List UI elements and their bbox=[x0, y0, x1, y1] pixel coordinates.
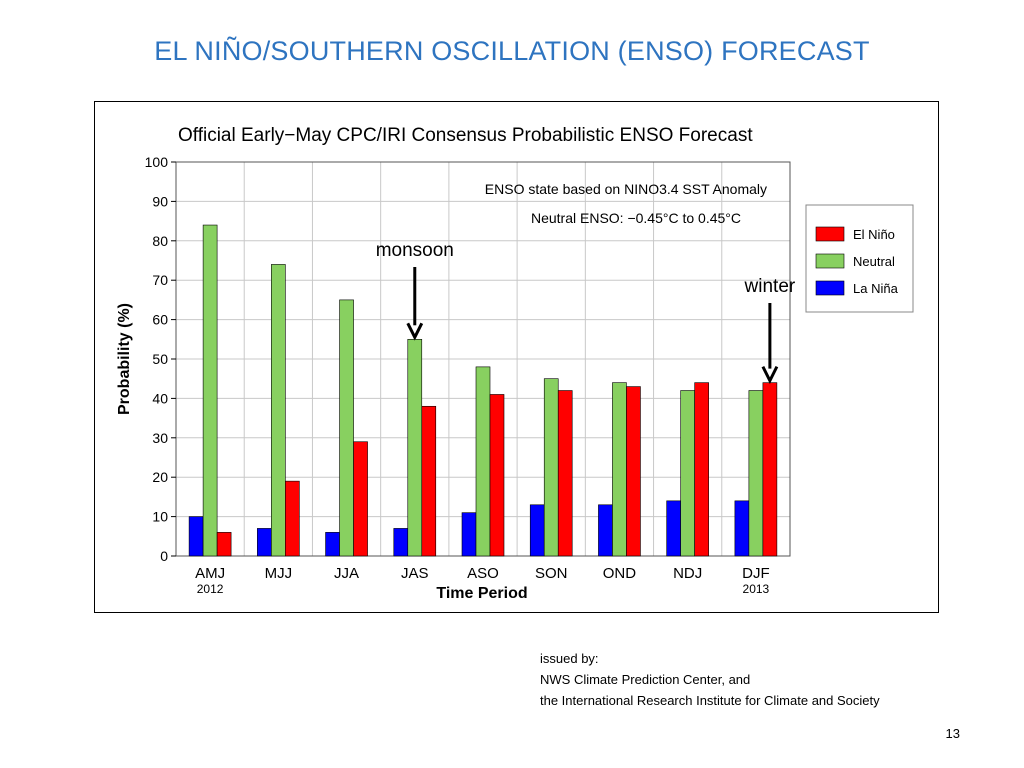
annotation-arrow-head bbox=[761, 365, 779, 384]
x-tick-label: OND bbox=[603, 565, 637, 582]
x-tick-label: ASO bbox=[467, 565, 499, 582]
bar-el-ni-o-amj bbox=[216, 532, 232, 557]
x-tick-label: JAS bbox=[401, 565, 429, 582]
y-tick-label: 20 bbox=[152, 469, 168, 485]
x-tick-sublabel: 2012 bbox=[197, 582, 224, 596]
x-tick-sublabel: 2013 bbox=[743, 582, 770, 596]
slide-title: EL NIÑO/SOUTHERN OSCILLATION (ENSO) FORE… bbox=[154, 36, 870, 66]
bar-la-ni-a-son bbox=[529, 504, 545, 557]
bar-neutral-djf bbox=[748, 390, 764, 557]
bar-neutral-mjj bbox=[271, 264, 286, 557]
bar-el-ni-o-ond bbox=[626, 386, 641, 557]
bar-neutral-jas bbox=[407, 339, 423, 557]
bar-la-ni-a-ond bbox=[598, 504, 613, 557]
bar-la-ni-a-jja bbox=[325, 532, 340, 557]
annotations: monsoon winter bbox=[376, 240, 796, 384]
issued-by-line: issued by: bbox=[540, 651, 599, 666]
bar-la-ni-a-ndj bbox=[666, 500, 681, 557]
bar-neutral-jja bbox=[339, 299, 354, 557]
issued-by-line: NWS Climate Prediction Center, and bbox=[540, 672, 751, 687]
chart-title: Official Early−May CPC/IRI Consensus Pro… bbox=[178, 125, 753, 146]
legend: El Niño Neutral La Niña bbox=[805, 204, 914, 313]
bar-neutral-aso bbox=[475, 366, 491, 557]
chart-frame: Official Early−May CPC/IRI Consensus Pro… bbox=[94, 101, 939, 613]
enso-bar-chart: Official Early−May CPC/IRI Consensus Pro… bbox=[116, 125, 914, 602]
y-axis-label: Probability (%) bbox=[116, 303, 133, 415]
bar-neutral-ond bbox=[612, 382, 627, 557]
y-tick-label: 0 bbox=[160, 548, 168, 564]
bar-el-ni-o-mjj bbox=[285, 480, 300, 557]
issued-by-line: the International Research Institute for… bbox=[540, 693, 880, 708]
legend-label: Neutral bbox=[853, 254, 895, 269]
x-tick-label: DJF bbox=[742, 565, 770, 582]
y-tick-label: 70 bbox=[152, 272, 168, 288]
annotation-winter: winter bbox=[744, 276, 796, 297]
x-tick-label: NDJ bbox=[673, 565, 702, 582]
annotation-arrow-head bbox=[406, 322, 424, 341]
bar-la-ni-a-aso bbox=[461, 512, 477, 557]
bar-el-ni-o-jas bbox=[421, 405, 437, 557]
bar-neutral-son bbox=[543, 378, 559, 557]
y-tick-label: 90 bbox=[152, 193, 168, 209]
bar-el-ni-o-aso bbox=[489, 394, 505, 557]
bar-el-ni-o-ndj bbox=[694, 382, 709, 557]
bar-el-ni-o-son bbox=[557, 390, 573, 557]
y-tick-label: 80 bbox=[152, 233, 168, 249]
page-number: 13 bbox=[945, 726, 960, 741]
y-tick-label: 50 bbox=[152, 351, 168, 367]
legend-label: El Niño bbox=[853, 227, 895, 242]
bar-el-ni-o-djf bbox=[762, 382, 778, 557]
x-tick-label: JJA bbox=[334, 565, 359, 582]
bar-el-ni-o-jja bbox=[353, 441, 368, 557]
x-tick-label: MJJ bbox=[265, 565, 293, 582]
chart-subtitle-line-2: Neutral ENSO: −0.45°C to 0.45°C bbox=[531, 210, 741, 226]
y-tick-label: 100 bbox=[145, 154, 169, 170]
y-tick-label: 60 bbox=[152, 312, 168, 328]
y-tick-label: 30 bbox=[152, 430, 168, 446]
x-axis-label: Time Period bbox=[436, 585, 527, 602]
legend-label: La Niña bbox=[853, 281, 899, 296]
chart-subtitle-line-1: ENSO state based on NINO3.4 SST Anomaly bbox=[485, 181, 767, 197]
issued-by-note: issued by: NWS Climate Prediction Center… bbox=[540, 648, 880, 711]
y-tick-label: 40 bbox=[152, 390, 168, 406]
legend-swatch bbox=[815, 280, 845, 296]
x-tick-label: AMJ bbox=[195, 565, 225, 582]
bar-la-ni-a-amj bbox=[188, 516, 204, 557]
legend-swatch bbox=[815, 226, 845, 242]
bar-la-ni-a-jas bbox=[393, 528, 409, 557]
annotation-monsoon: monsoon bbox=[376, 240, 454, 261]
bar-la-ni-a-djf bbox=[734, 500, 750, 557]
x-tick-label: SON bbox=[535, 565, 568, 582]
y-tick-label: 10 bbox=[152, 509, 168, 525]
bar-la-ni-a-mjj bbox=[257, 528, 272, 557]
bar-neutral-ndj bbox=[680, 390, 695, 557]
legend-swatch bbox=[815, 253, 845, 269]
bar-neutral-amj bbox=[202, 224, 218, 557]
